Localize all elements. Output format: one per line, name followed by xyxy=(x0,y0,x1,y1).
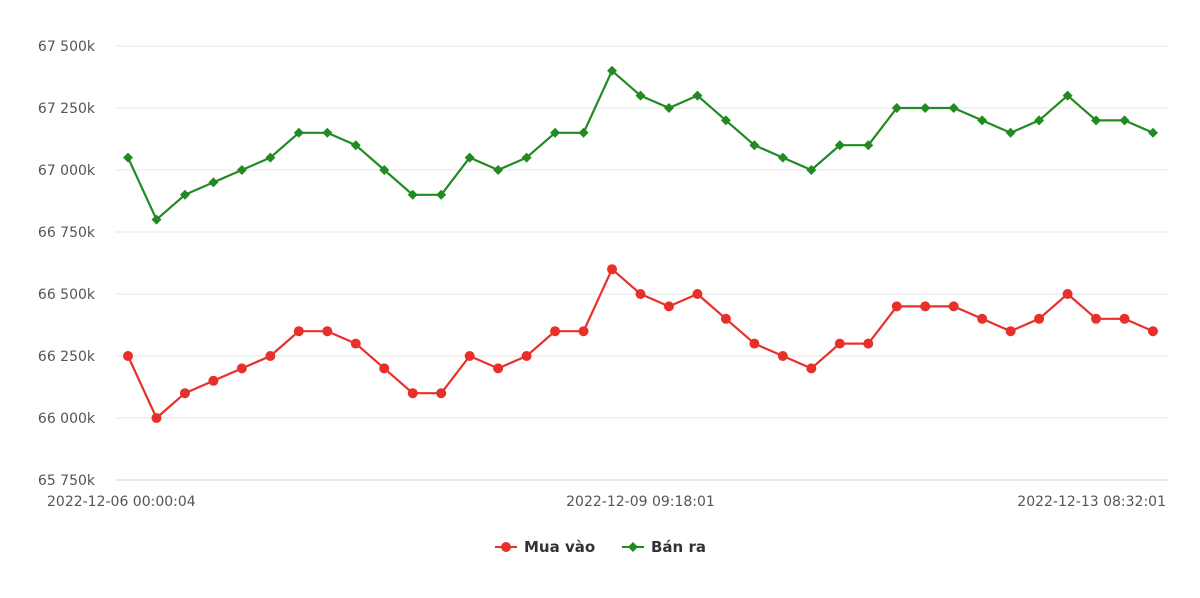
data-point xyxy=(1091,115,1102,126)
data-point xyxy=(379,363,390,374)
legend: Mua vào Bán ra xyxy=(495,538,706,556)
data-point xyxy=(407,388,418,399)
data-point xyxy=(977,115,988,126)
data-point xyxy=(151,413,162,423)
x-tick-label: 2022-12-09 09:18:01 xyxy=(566,494,715,510)
data-point xyxy=(179,388,190,399)
legend-marker xyxy=(628,542,638,552)
data-point xyxy=(236,363,247,374)
data-point xyxy=(607,264,618,275)
data-point xyxy=(920,103,931,113)
series-group xyxy=(123,65,1158,423)
data-point xyxy=(635,289,646,299)
data-point xyxy=(863,338,874,349)
data-point xyxy=(607,65,618,76)
data-point xyxy=(208,375,219,386)
data-point xyxy=(806,165,817,175)
data-point xyxy=(1005,127,1016,138)
data-point xyxy=(834,338,845,349)
data-point xyxy=(464,351,475,361)
data-point xyxy=(208,177,219,188)
data-point xyxy=(493,363,504,374)
data-point xyxy=(1062,289,1073,299)
data-point xyxy=(578,127,589,138)
data-point xyxy=(1091,313,1102,324)
data-point xyxy=(834,140,845,151)
data-point xyxy=(550,326,561,337)
data-point xyxy=(948,103,959,113)
y-tick-label: 66 250k xyxy=(38,349,96,365)
data-point xyxy=(1034,313,1045,324)
data-point xyxy=(806,363,817,374)
data-point xyxy=(692,289,703,299)
data-point xyxy=(123,152,133,163)
y-tick-label: 65 750k xyxy=(38,473,96,489)
y-tick-label: 67 250k xyxy=(38,101,96,117)
data-point xyxy=(1005,326,1016,337)
y-tick-label: 66 500k xyxy=(38,287,96,303)
data-point xyxy=(322,127,333,138)
data-point xyxy=(663,103,674,113)
data-point xyxy=(891,103,902,113)
data-point xyxy=(1062,90,1073,101)
x-tick-label: 2022-12-13 08:32:01 xyxy=(1017,494,1166,510)
x-axis-ticks: 2022-12-06 00:00:04 2022-12-09 09:18:01 20… xyxy=(47,494,1166,510)
data-point xyxy=(293,127,304,138)
y-tick-label: 66 750k xyxy=(38,225,96,241)
data-point xyxy=(293,326,304,337)
grid-lines xyxy=(115,45,1168,481)
legend-marker xyxy=(501,542,511,552)
data-point xyxy=(436,388,447,399)
data-point xyxy=(151,214,162,225)
data-point xyxy=(179,189,190,200)
y-tick-label: 66 000k xyxy=(38,411,96,427)
data-point xyxy=(265,351,276,361)
y-tick-label: 67 500k xyxy=(38,39,96,55)
data-point xyxy=(720,115,731,126)
data-point xyxy=(1148,127,1158,138)
data-point xyxy=(407,189,418,200)
data-point xyxy=(322,326,333,337)
data-point xyxy=(749,338,760,349)
data-point xyxy=(635,90,646,101)
legend-label: Bán ra xyxy=(651,538,706,556)
data-point xyxy=(777,351,788,361)
data-point xyxy=(749,140,760,151)
x-tick-label: 2022-12-06 00:00:04 xyxy=(47,494,196,510)
data-point xyxy=(578,326,589,337)
data-point xyxy=(464,152,475,163)
data-point xyxy=(550,127,561,138)
data-point xyxy=(1148,326,1158,337)
legend-label: Mua vào xyxy=(524,538,595,556)
data-point xyxy=(663,301,674,312)
data-point xyxy=(521,152,532,163)
y-tick-label: 67 000k xyxy=(38,163,96,179)
data-point xyxy=(521,351,532,361)
data-point xyxy=(720,313,731,324)
data-point xyxy=(379,165,390,175)
data-point xyxy=(1119,313,1130,324)
data-point xyxy=(863,140,874,151)
data-point xyxy=(1119,115,1130,126)
data-point xyxy=(236,165,247,175)
data-point xyxy=(948,301,959,312)
data-point xyxy=(1034,115,1045,126)
data-point xyxy=(123,351,133,361)
data-point xyxy=(350,338,361,349)
data-point xyxy=(436,189,447,200)
data-point xyxy=(891,301,902,312)
data-point xyxy=(350,140,361,151)
data-point xyxy=(493,165,504,175)
data-point xyxy=(920,301,931,312)
data-point xyxy=(977,313,988,324)
data-point xyxy=(265,152,276,163)
data-point xyxy=(777,152,788,163)
data-point xyxy=(692,90,703,101)
y-axis-ticks: 65 750k 66 000k 66 250k 66 500k 66 750k 67 00… xyxy=(38,39,96,489)
